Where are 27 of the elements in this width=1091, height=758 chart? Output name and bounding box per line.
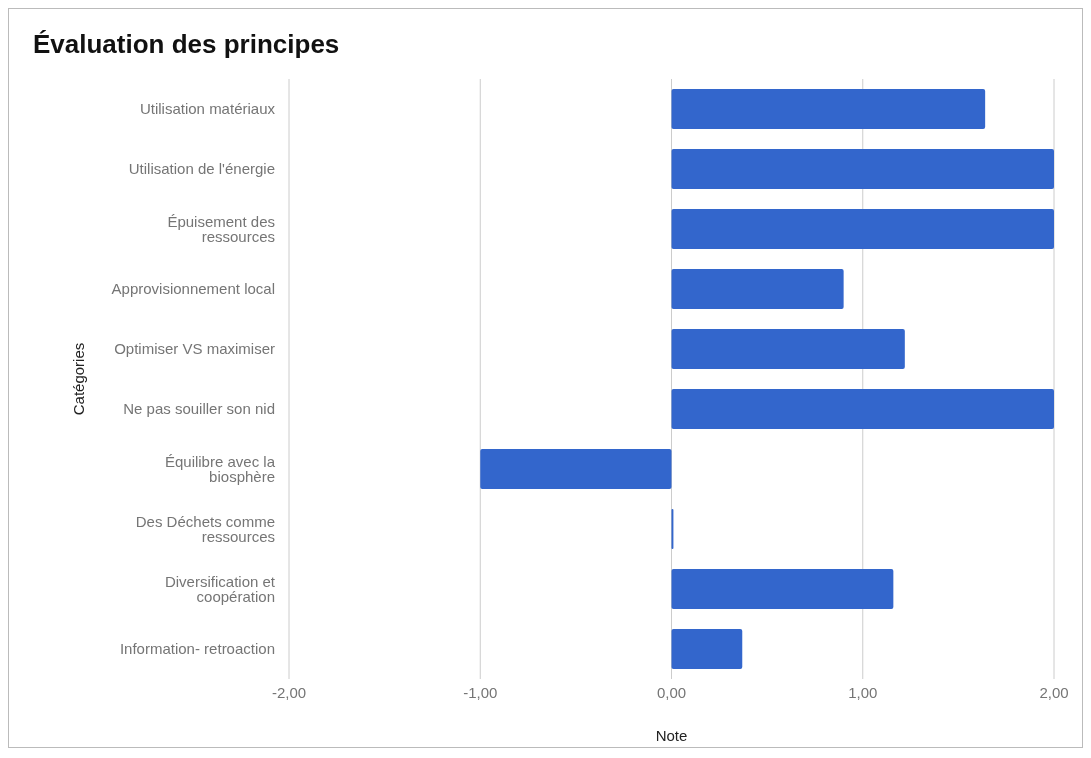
y-tick-label: Des Déchets comme ressources — [135, 512, 275, 545]
chart-title: Évaluation des principes — [32, 28, 341, 61]
bar — [671, 329, 905, 369]
y-tick-label: Optimiser VS maximiser — [114, 340, 275, 358]
bar — [671, 209, 1054, 249]
x-tick-label: -1,00 — [463, 683, 498, 701]
y-axis-title: Catégories — [70, 342, 88, 416]
x-tick-label: 2,00 — [1039, 683, 1069, 701]
bar — [671, 629, 743, 669]
bar — [671, 89, 986, 129]
y-tick-label: Diversification et coopération — [164, 572, 276, 605]
bar — [671, 389, 1054, 429]
x-axis-title: Note — [655, 727, 688, 744]
x-tick-label: -2,00 — [271, 683, 307, 701]
y-tick-label: Information- retroaction — [119, 640, 275, 658]
y-tick-label: Épuisement des ressources — [167, 212, 275, 245]
y-tick-label: Utilisation matériaux — [139, 100, 276, 118]
x-tick-label: 0,00 — [656, 683, 687, 701]
y-tick-label: Ne pas souiller son nid — [123, 400, 275, 418]
x-tick-label: 1,00 — [848, 683, 878, 701]
y-tick-label: Équilibre avec la biosphère — [164, 452, 276, 485]
bar — [671, 269, 844, 309]
y-tick-label: Utilisation de l'énergie — [128, 160, 275, 178]
y-tick-label: Approvisionnement local — [111, 280, 275, 298]
bar — [671, 569, 894, 609]
bar — [480, 449, 672, 489]
bar — [671, 149, 1054, 189]
